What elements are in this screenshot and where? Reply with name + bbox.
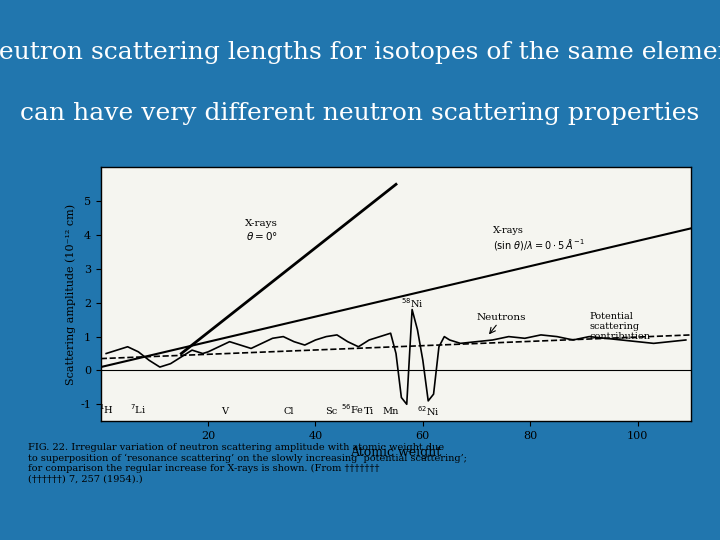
Text: Mn: Mn [382, 408, 399, 416]
Text: X-rays
$\theta=0°$: X-rays $\theta=0°$ [246, 219, 278, 242]
Text: $^{1}$H: $^{1}$H [99, 403, 114, 416]
Text: $^{56}$Fe: $^{56}$Fe [341, 403, 364, 416]
Text: Cl: Cl [284, 408, 294, 416]
Text: can have very different neutron scattering properties: can have very different neutron scatteri… [20, 102, 700, 125]
Text: Sc: Sc [325, 408, 338, 416]
Text: X-rays
$(\sin\,\theta)/\lambda=0\cdot5\,\AA^{-1}$: X-rays $(\sin\,\theta)/\lambda=0\cdot5\,… [492, 226, 584, 252]
Text: $^{58}$Ni: $^{58}$Ni [401, 296, 423, 310]
Text: FIG. 22. Irregular variation of neutron scattering amplitude with atomic weight : FIG. 22. Irregular variation of neutron … [28, 443, 467, 483]
X-axis label: Atomic weight: Atomic weight [351, 447, 441, 460]
Text: Neutrons: Neutrons [477, 313, 526, 322]
Text: Neutron scattering lengths for isotopes of the same element: Neutron scattering lengths for isotopes … [0, 42, 720, 64]
Text: $^{7}$Li: $^{7}$Li [130, 403, 146, 416]
Y-axis label: Scattering amplitude (10⁻¹² cm): Scattering amplitude (10⁻¹² cm) [66, 204, 76, 385]
Text: Potential
scattering
contribution: Potential scattering contribution [589, 312, 650, 341]
Text: $^{62}$Ni: $^{62}$Ni [417, 404, 439, 418]
Text: V: V [221, 408, 228, 416]
Text: Ti: Ti [364, 408, 374, 416]
